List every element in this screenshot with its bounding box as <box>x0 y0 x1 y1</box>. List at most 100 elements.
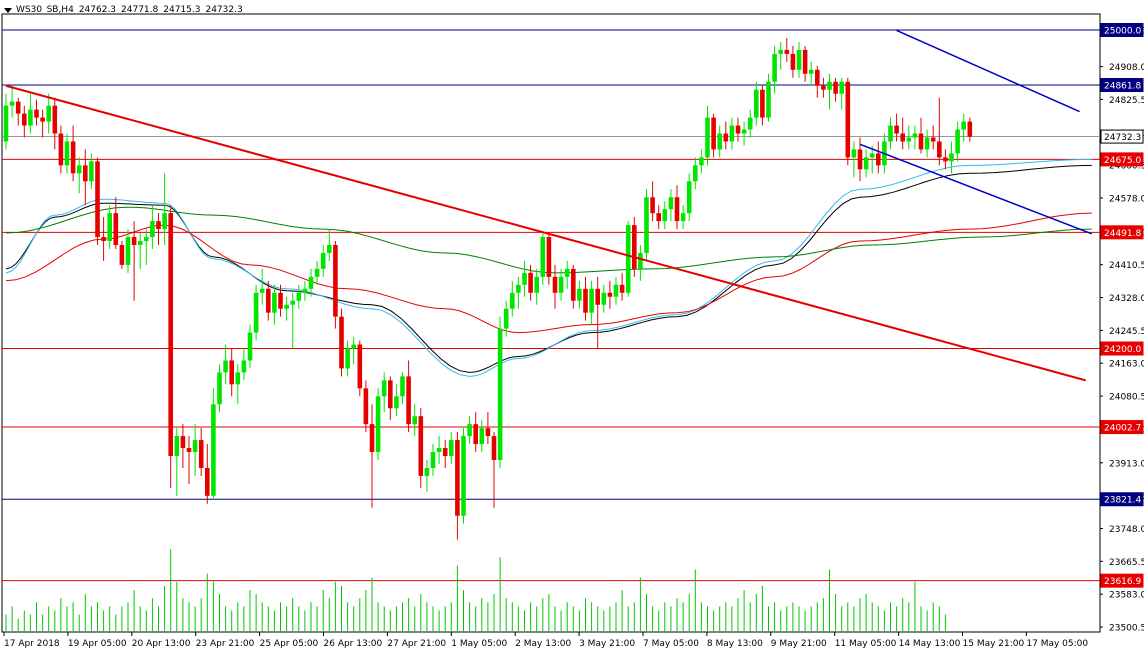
candle <box>22 105 27 138</box>
candle <box>601 284 607 313</box>
candle <box>729 117 735 150</box>
candle-body <box>784 49 790 54</box>
candle <box>632 217 637 277</box>
candle-body <box>808 69 814 74</box>
low-value: 24715.3 <box>163 5 201 15</box>
candle-body <box>766 81 771 118</box>
candle-body <box>174 436 180 457</box>
candle <box>717 125 722 158</box>
symbol-label: WS30_SB,H4 <box>16 5 74 15</box>
candle-body <box>589 288 594 313</box>
candle-body <box>680 213 686 222</box>
level-price-tag-box <box>1100 225 1144 240</box>
level-price-tag-label: 23616.9 <box>1104 577 1141 587</box>
candle-body <box>278 292 283 309</box>
candle-body <box>760 89 765 118</box>
candle <box>949 141 954 174</box>
candle <box>455 432 460 540</box>
candle-body <box>558 276 564 293</box>
candle <box>156 213 161 245</box>
candle <box>955 121 960 162</box>
candle <box>839 77 844 110</box>
candle <box>534 268 539 305</box>
candle <box>430 444 436 476</box>
candle-body <box>217 372 222 405</box>
candle-body <box>601 292 607 305</box>
candle <box>833 77 838 102</box>
candle-body <box>296 292 302 301</box>
candle-body <box>772 53 777 82</box>
candle <box>211 388 216 500</box>
candle-body <box>888 125 893 142</box>
candle <box>656 205 661 230</box>
candle-body <box>156 221 161 230</box>
candle <box>571 264 576 309</box>
candle-body <box>70 141 76 174</box>
candle-body <box>150 221 155 238</box>
candle-body <box>613 284 619 297</box>
candle-body <box>827 81 832 90</box>
candle-body <box>259 288 265 293</box>
candle-body <box>40 117 45 122</box>
level-price-tag-label: 24861.8 <box>1104 82 1141 92</box>
candle <box>9 85 15 118</box>
candle <box>784 37 790 62</box>
candle <box>58 125 64 174</box>
candle <box>46 93 51 134</box>
candle <box>479 420 485 453</box>
candle-body <box>894 125 899 134</box>
candle <box>772 45 777 94</box>
candle <box>961 113 966 142</box>
candle <box>381 372 387 413</box>
candle <box>595 276 600 349</box>
candle-body <box>247 332 253 361</box>
candle <box>741 121 747 146</box>
candle-body <box>290 300 295 305</box>
time-tick-label: 25 Apr 05:00 <box>260 639 319 649</box>
candle <box>64 133 70 174</box>
candle-body <box>473 424 478 445</box>
candle <box>546 233 552 285</box>
candle <box>40 109 45 138</box>
time-tick-label: 11 May 05:00 <box>835 639 897 649</box>
candle <box>192 424 198 476</box>
candle-body <box>821 85 826 90</box>
candle <box>424 459 430 492</box>
price-tick-label: 24660.5 <box>1109 162 1144 172</box>
level-price-tag-label: 24002.7 <box>1104 424 1141 434</box>
candle <box>863 149 869 178</box>
time-tick-label: 8 May 13:00 <box>707 639 763 649</box>
candle-body <box>674 197 680 222</box>
candle <box>552 264 558 309</box>
chevron-down-icon[interactable] <box>4 7 12 13</box>
candle <box>168 205 173 488</box>
candle <box>503 300 509 337</box>
candle <box>241 348 247 381</box>
candle <box>918 117 924 154</box>
candle-body <box>272 292 277 313</box>
candle-body <box>302 288 308 293</box>
current-price-tag-label: 24732.3 <box>1104 133 1141 143</box>
candle-body <box>394 396 399 409</box>
candle-body <box>522 272 527 285</box>
ema-black-line <box>5 164 1092 373</box>
candle-body <box>625 225 631 293</box>
candle <box>235 364 241 405</box>
candle <box>876 141 881 174</box>
candle-body <box>180 436 186 449</box>
candle <box>296 284 302 309</box>
candle-body <box>406 376 411 425</box>
candle-body <box>113 213 119 245</box>
candle-body <box>686 181 692 214</box>
open-value: 24762.3 <box>78 5 117 15</box>
candle-body <box>442 448 448 457</box>
time-tick-label: 20 Apr 13:00 <box>132 639 191 649</box>
candle <box>577 280 582 309</box>
candle-body <box>229 360 234 385</box>
candle-body <box>205 467 210 496</box>
candle <box>394 384 399 417</box>
candle-body <box>863 157 869 170</box>
candle <box>15 97 21 126</box>
